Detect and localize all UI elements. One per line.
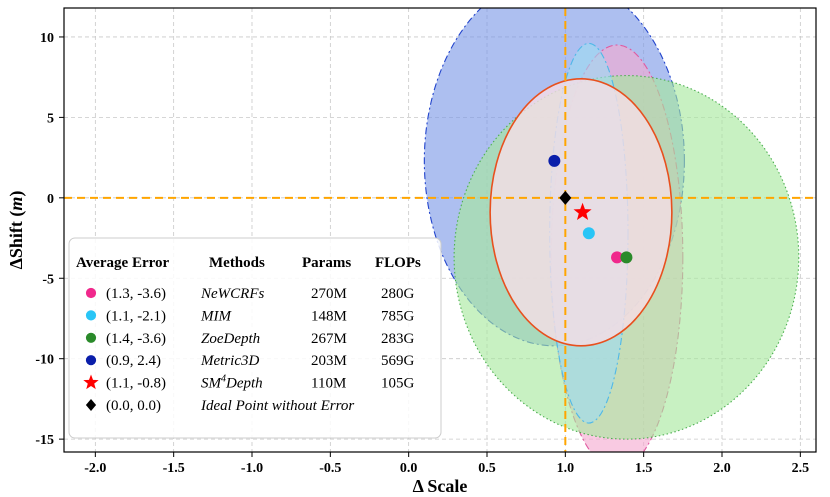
data-point-mim [582, 227, 595, 240]
legend-method: Ideal Point without Error [200, 398, 354, 414]
data-point-zoedepth [620, 251, 633, 264]
legend-header: Methods [209, 255, 265, 271]
legend-flops: 280G [381, 286, 415, 302]
legend-error: (0.0, 0.0) [106, 398, 161, 414]
x-tick-label: 1.0 [557, 461, 575, 476]
legend-marker [85, 355, 97, 366]
legend-params: 203M [311, 353, 347, 369]
legend-error: (1.1, -2.1) [106, 308, 166, 324]
legend-header: Params [302, 255, 351, 271]
x-tick-label: 1.5 [635, 461, 653, 476]
y-axis-label: ΔShift (m) [6, 191, 27, 270]
legend-method: NeWCRFs [200, 286, 264, 302]
legend-marker [85, 399, 97, 411]
legend-header: Average Error [76, 255, 169, 271]
x-tick-label: -0.5 [319, 461, 341, 476]
y-tick-label: 10 [40, 31, 54, 46]
data-point-smdepth [573, 202, 592, 220]
x-tick-label: 0.0 [400, 461, 418, 476]
data-point-newcrfs [611, 251, 624, 264]
y-tick-label: -5 [42, 272, 54, 287]
legend-method: SM4Depth [201, 374, 263, 392]
y-tick-label: -10 [35, 353, 54, 368]
x-tick-label: -2.0 [84, 461, 106, 476]
reference-lines [64, 8, 816, 452]
plot-frame [63, 7, 817, 453]
legend-error: (1.1, -0.8) [106, 376, 166, 392]
legend-marker [85, 332, 97, 343]
legend-marker [83, 374, 99, 390]
legend-error: (1.4, -3.6) [106, 331, 166, 347]
legend-params: 110M [311, 376, 346, 392]
legend-flops: 785G [381, 308, 415, 324]
x-tick-label: -1.0 [241, 461, 263, 476]
axis-ticks: -2.0 -1.5 -1.0 -0.5 0.0 0.5 1.0 1.5 2.0 2.5 10 5 0 -5… [35, 31, 809, 476]
x-tick-label: 2.0 [713, 461, 731, 476]
legend-method: Metric3D [200, 353, 259, 369]
legend-flops: 105G [381, 376, 415, 392]
legend-marker [85, 287, 97, 299]
legend: Average Error Methods Params FLOPs (1.3, -3.… [68, 237, 442, 439]
legend-params: 270M [311, 286, 347, 302]
y-tick-label: 0 [47, 192, 54, 207]
x-tick-label: 2.5 [792, 461, 810, 476]
legend-marker [85, 310, 97, 321]
legend-header: FLOPs [375, 255, 421, 271]
legend-box [68, 237, 442, 439]
x-axis-label: Δ Scale [413, 476, 468, 496]
y-tick-label: 5 [47, 111, 54, 126]
legend-method: ZoeDepth [201, 331, 260, 347]
data-point-metric3d [548, 154, 561, 167]
x-tick-label: 0.5 [478, 461, 496, 476]
error-ellipses [423, 8, 800, 452]
legend-flops: 283G [381, 331, 415, 347]
x-tick-label: -1.5 [163, 461, 185, 476]
y-tick-label: -15 [35, 433, 54, 448]
legend-method: MIM [200, 308, 232, 324]
data-point-idealpointwithouterror [559, 190, 572, 205]
data-points [548, 154, 633, 264]
legend-error: (1.3, -3.6) [106, 286, 166, 302]
legend-error: (0.9, 2.4) [106, 353, 161, 369]
legend-params: 148M [311, 308, 347, 324]
legend-flops: 569G [381, 353, 415, 369]
legend-params: 267M [311, 331, 347, 347]
